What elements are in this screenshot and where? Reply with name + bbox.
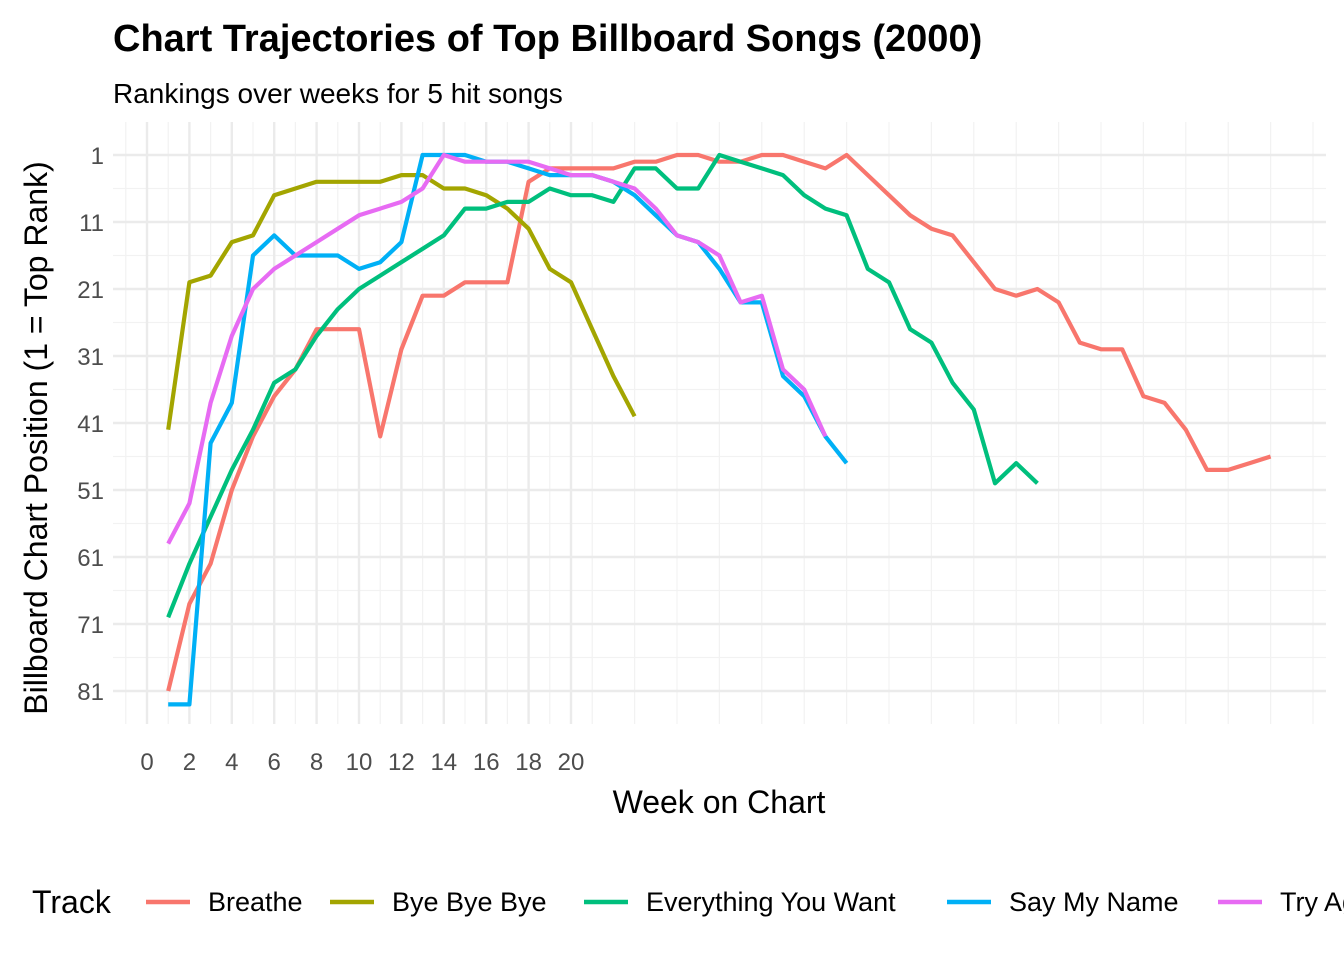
x-tick-label: 18 <box>515 749 542 776</box>
x-tick-label: 10 <box>346 749 373 776</box>
y-tick-label: 21 <box>77 277 104 304</box>
x-axis-ticks: 0 2 4 6 8 10 12 14 16 18 20 <box>140 749 584 776</box>
legend-label-breathe: Breathe <box>208 887 303 917</box>
series-line-bye-bye-bye <box>166 173 637 430</box>
y-tick-label: 81 <box>77 679 104 706</box>
y-tick-label: 1 <box>91 143 104 170</box>
x-tick-label: 4 <box>225 749 238 776</box>
legend-label-bye-bye-bye: Bye Bye Bye <box>392 887 547 917</box>
chart-subtitle: Rankings over weeks for 5 hit songs <box>113 78 563 109</box>
series-line-try-again <box>166 152 828 545</box>
y-tick-label: 61 <box>77 545 104 572</box>
y-tick-label: 11 <box>79 210 104 237</box>
x-axis-title: Week on Chart <box>613 784 826 820</box>
y-tick-label: 51 <box>77 478 104 505</box>
y-axis-title: Billboard Chart Position (1 = Top Rank) <box>18 161 54 714</box>
grid <box>113 122 1326 724</box>
x-tick-label: 20 <box>558 749 585 776</box>
chart-title: Chart Trajectories of Top Billboard Song… <box>113 18 982 60</box>
x-tick-label: 12 <box>388 749 415 776</box>
legend-label-try-again: Try Again <box>1280 887 1344 917</box>
y-tick-label: 41 <box>77 411 104 438</box>
legend: Track Breathe Bye Bye Bye Everything You W… <box>32 884 1344 920</box>
y-tick-label: 31 <box>77 344 104 371</box>
x-tick-label: 14 <box>430 749 457 776</box>
series-line-everything-you-want <box>166 152 1039 619</box>
legend-label-say-my-name: Say My Name <box>1009 887 1179 917</box>
x-tick-label: 6 <box>268 749 281 776</box>
x-tick-label: 2 <box>183 749 196 776</box>
series-lines <box>166 152 1272 707</box>
series-line-breathe <box>166 152 1272 692</box>
x-tick-label: 0 <box>140 749 153 776</box>
legend-title: Track <box>32 884 112 920</box>
legend-label-everything-you-want: Everything You Want <box>646 887 896 917</box>
x-tick-label: 8 <box>310 749 323 776</box>
x-tick-label: 16 <box>473 749 500 776</box>
y-tick-label: 71 <box>77 612 104 639</box>
